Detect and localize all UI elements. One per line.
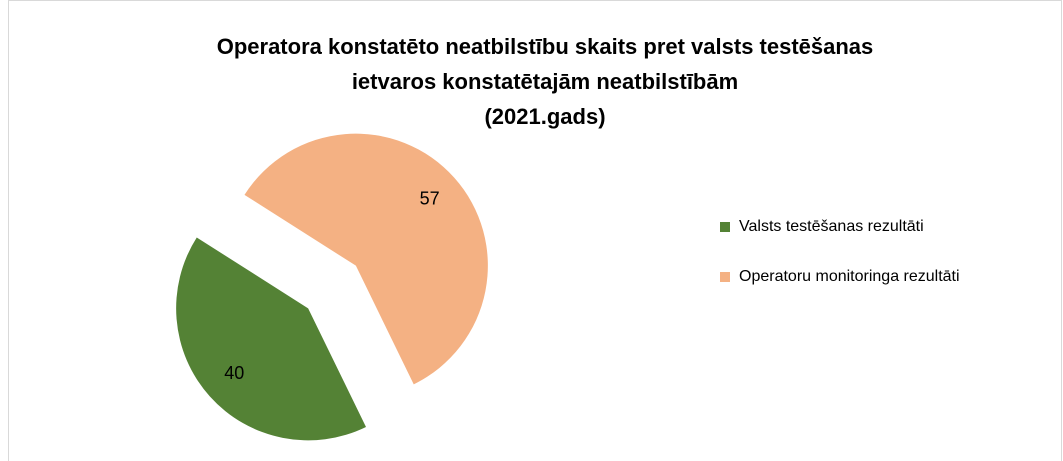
data-label: 40 [224,363,244,383]
chart-title: (2021.gads) [484,104,605,129]
chart-frame [8,0,1062,461]
legend-label: Operatoru monitoringa rezultāti [739,268,960,285]
pie-slice [176,237,366,441]
chart-title: Operatora konstatēto neatbilstību skaits… [217,34,874,59]
legend-swatch [720,222,730,232]
chart-title: ietvaros konstatētajām neatbilstībām [352,69,738,94]
legend-swatch [720,272,730,282]
legend-label: Valsts testēšanas rezultāti [739,218,924,235]
data-label: 57 [420,188,440,208]
pie-slice [244,133,488,385]
